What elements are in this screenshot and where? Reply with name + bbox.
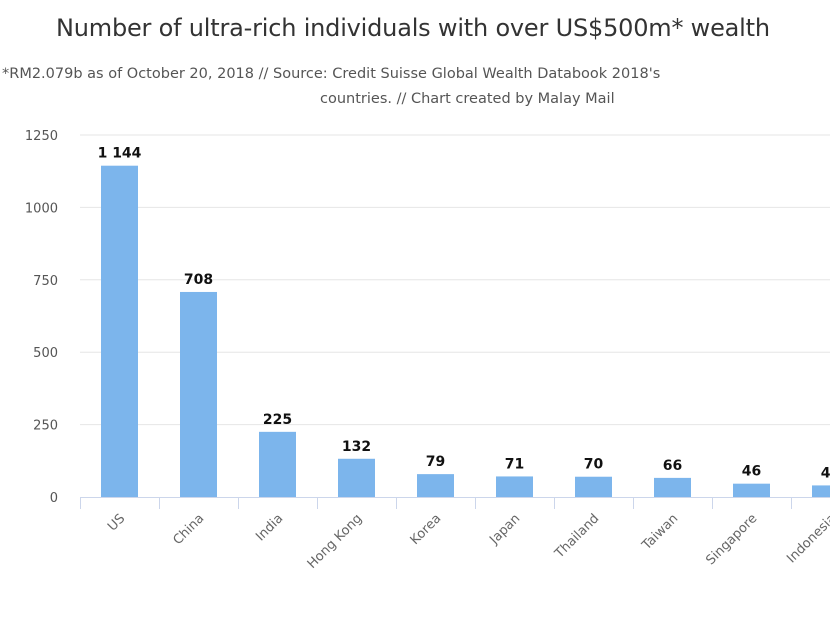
- x-tick-label: India: [253, 511, 286, 544]
- x-tick-label: Korea: [408, 511, 445, 548]
- y-tick-label: 750: [33, 274, 58, 289]
- bar-japan: [496, 476, 533, 497]
- data-label: 79: [426, 454, 445, 470]
- bar-us: [101, 165, 138, 497]
- bar-china: [180, 291, 217, 497]
- bar-singapore: [733, 483, 770, 497]
- x-tick-label: Hong Kong: [305, 511, 366, 572]
- bar-indonesia: [812, 485, 830, 497]
- x-tick-label: Japan: [486, 511, 523, 548]
- data-label: 70: [584, 457, 604, 473]
- x-tick-label: Thailand: [552, 511, 603, 562]
- chart-subtitle-line1: *RM2.079b as of October 20, 2018 // Sour…: [2, 66, 661, 82]
- y-tick-label: 250: [33, 419, 58, 434]
- x-tick-label: China: [170, 511, 207, 548]
- bar-thailand: [575, 476, 612, 497]
- x-tick-label: Singapore: [703, 511, 760, 568]
- bar-india: [259, 431, 296, 497]
- data-label: 225: [263, 412, 292, 428]
- data-label: 132: [342, 439, 371, 455]
- x-tick-label: Indonesia: [784, 511, 830, 566]
- data-label: 66: [663, 458, 682, 474]
- bar-taiwan: [654, 477, 691, 497]
- bar-hong-kong: [338, 458, 375, 497]
- bar-korea: [417, 474, 454, 497]
- data-label: 708: [184, 272, 213, 288]
- x-tick-label: US: [105, 511, 128, 534]
- data-label: 46: [742, 464, 761, 480]
- y-tick-label: 0: [50, 491, 58, 506]
- data-label: 71: [505, 456, 524, 472]
- chart-subtitle-line2: countries. // Chart created by Malay Mai…: [320, 91, 615, 107]
- y-tick-label: 500: [33, 346, 58, 361]
- y-tick-label: 1000: [25, 201, 58, 216]
- data-label: 1 144: [98, 146, 142, 162]
- y-tick-label: 1250: [25, 129, 58, 144]
- data-label: 40: [821, 465, 830, 481]
- chart-title: Number of ultra-rich individuals with ov…: [56, 14, 770, 42]
- x-tick-label: Taiwan: [639, 511, 682, 554]
